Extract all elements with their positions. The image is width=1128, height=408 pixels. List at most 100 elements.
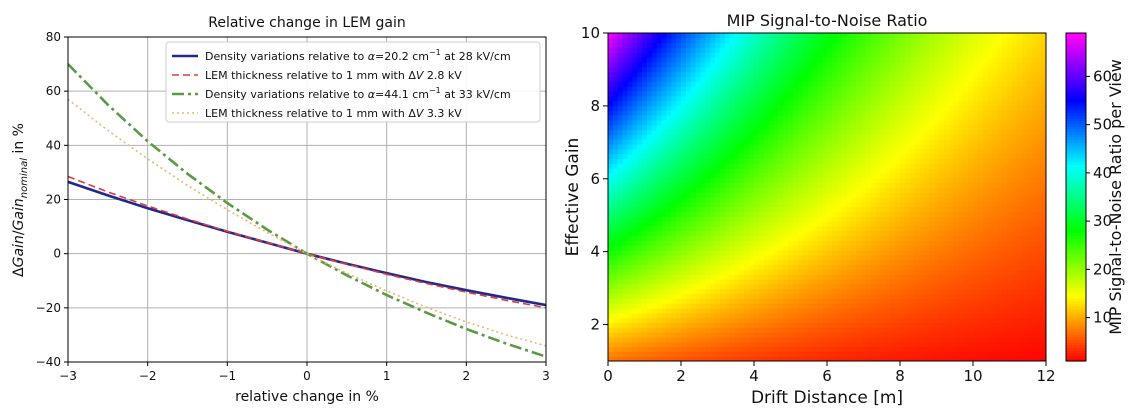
heatmap-cell xyxy=(836,341,843,348)
heatmap-cell xyxy=(700,187,706,193)
y-tick-label: 20 xyxy=(46,193,61,207)
heatmap-cell xyxy=(724,206,731,213)
heatmap-cell xyxy=(685,129,692,135)
heatmap-cell xyxy=(763,153,770,160)
heatmap-cell xyxy=(671,66,677,73)
heatmap-cell xyxy=(948,187,955,193)
heatmap-cell xyxy=(739,312,745,319)
heatmap-cell xyxy=(637,52,643,58)
heatmap-cell xyxy=(924,225,930,232)
heatmap-cell xyxy=(661,303,667,309)
heatmap-cell xyxy=(715,81,721,87)
heatmap-cell xyxy=(773,153,779,160)
heatmap-cell xyxy=(856,105,862,111)
heatmap-cell xyxy=(841,264,848,270)
heatmap-cell xyxy=(778,153,784,160)
heatmap-cell xyxy=(812,124,818,131)
heatmap-cell xyxy=(875,322,882,328)
heatmap-cell xyxy=(700,139,706,145)
heatmap-cell xyxy=(861,303,867,309)
heatmap-cell xyxy=(904,158,911,164)
heatmap-cell xyxy=(929,182,935,188)
heatmap-cell xyxy=(900,225,906,232)
heatmap-cell xyxy=(676,293,682,299)
heatmap-cell xyxy=(768,336,775,343)
heatmap-cell xyxy=(924,86,930,92)
heatmap-cell xyxy=(783,259,789,266)
heatmap-cell xyxy=(754,71,760,78)
heatmap-cell xyxy=(627,216,633,222)
heatmap-cell xyxy=(768,221,775,227)
heatmap-cell xyxy=(900,322,906,328)
heatmap-cell xyxy=(846,197,852,203)
heatmap-cell xyxy=(900,293,906,299)
heatmap-cell xyxy=(768,168,775,174)
heatmap-cell xyxy=(637,245,643,251)
heatmap-cell xyxy=(890,129,896,135)
heatmap-cell xyxy=(938,95,945,102)
heatmap-cell xyxy=(612,61,619,68)
heatmap-cell xyxy=(851,90,857,97)
heatmap-cell xyxy=(734,288,740,295)
heatmap-cell xyxy=(861,168,867,174)
heatmap-cell xyxy=(929,206,935,213)
heatmap-cell xyxy=(734,100,740,106)
heatmap-cell xyxy=(827,327,833,333)
heatmap-cell xyxy=(612,177,619,184)
heatmap-cell xyxy=(929,332,935,338)
heatmap-cell xyxy=(929,356,935,361)
heatmap-cell xyxy=(958,307,964,314)
heatmap-cell xyxy=(646,206,653,213)
heatmap-cell xyxy=(812,71,818,78)
heatmap-cell xyxy=(904,216,911,222)
heatmap-cell xyxy=(666,254,672,261)
heatmap-cell xyxy=(710,42,716,49)
heatmap-cell xyxy=(778,269,784,275)
heatmap-cell xyxy=(768,351,775,357)
heatmap-cell xyxy=(802,115,809,121)
heatmap-cell xyxy=(637,317,643,324)
heatmap-cell xyxy=(890,235,896,242)
heatmap-cell xyxy=(627,86,633,92)
heatmap-cell xyxy=(768,76,775,82)
heatmap-cell xyxy=(778,158,784,164)
heatmap-cell xyxy=(919,322,925,328)
heatmap-cell xyxy=(608,225,614,232)
heatmap-cell xyxy=(953,134,959,140)
heatmap-cell xyxy=(885,143,891,150)
heatmap-cell xyxy=(861,158,867,164)
heatmap-cell xyxy=(681,119,687,126)
heatmap-cell xyxy=(841,143,848,150)
heatmap-cell xyxy=(880,57,886,63)
heatmap-cell xyxy=(690,225,697,232)
heatmap-cell xyxy=(642,254,648,261)
heatmap-cell xyxy=(861,52,867,58)
heatmap-cell xyxy=(617,240,624,246)
heatmap-cell xyxy=(719,332,726,338)
heatmap-cell xyxy=(802,307,809,314)
heatmap-cell xyxy=(919,177,925,184)
heatmap-cell xyxy=(861,124,867,131)
heatmap-cell xyxy=(719,187,726,193)
heatmap-cell xyxy=(744,293,750,299)
heatmap-cell xyxy=(870,225,877,232)
heatmap-cell xyxy=(646,115,653,121)
heatmap-cell xyxy=(802,52,809,58)
heatmap-cell xyxy=(671,317,677,324)
heatmap-cell xyxy=(807,81,813,87)
heatmap-cell xyxy=(656,158,663,164)
heatmap-cell xyxy=(646,42,653,49)
heatmap-cell xyxy=(763,37,770,44)
heatmap-cell xyxy=(924,274,930,280)
heatmap-cell xyxy=(622,221,629,227)
heatmap-cell xyxy=(642,245,648,251)
heatmap-cell xyxy=(656,254,663,261)
heatmap-cell xyxy=(904,303,911,309)
heatmap-cell xyxy=(671,192,677,198)
heatmap-cell xyxy=(656,288,663,295)
heatmap-cell xyxy=(861,225,867,232)
heatmap-cell xyxy=(710,216,716,222)
heatmap-cell xyxy=(671,351,677,357)
heatmap-cell xyxy=(846,216,852,222)
heatmap-cell xyxy=(875,264,882,270)
